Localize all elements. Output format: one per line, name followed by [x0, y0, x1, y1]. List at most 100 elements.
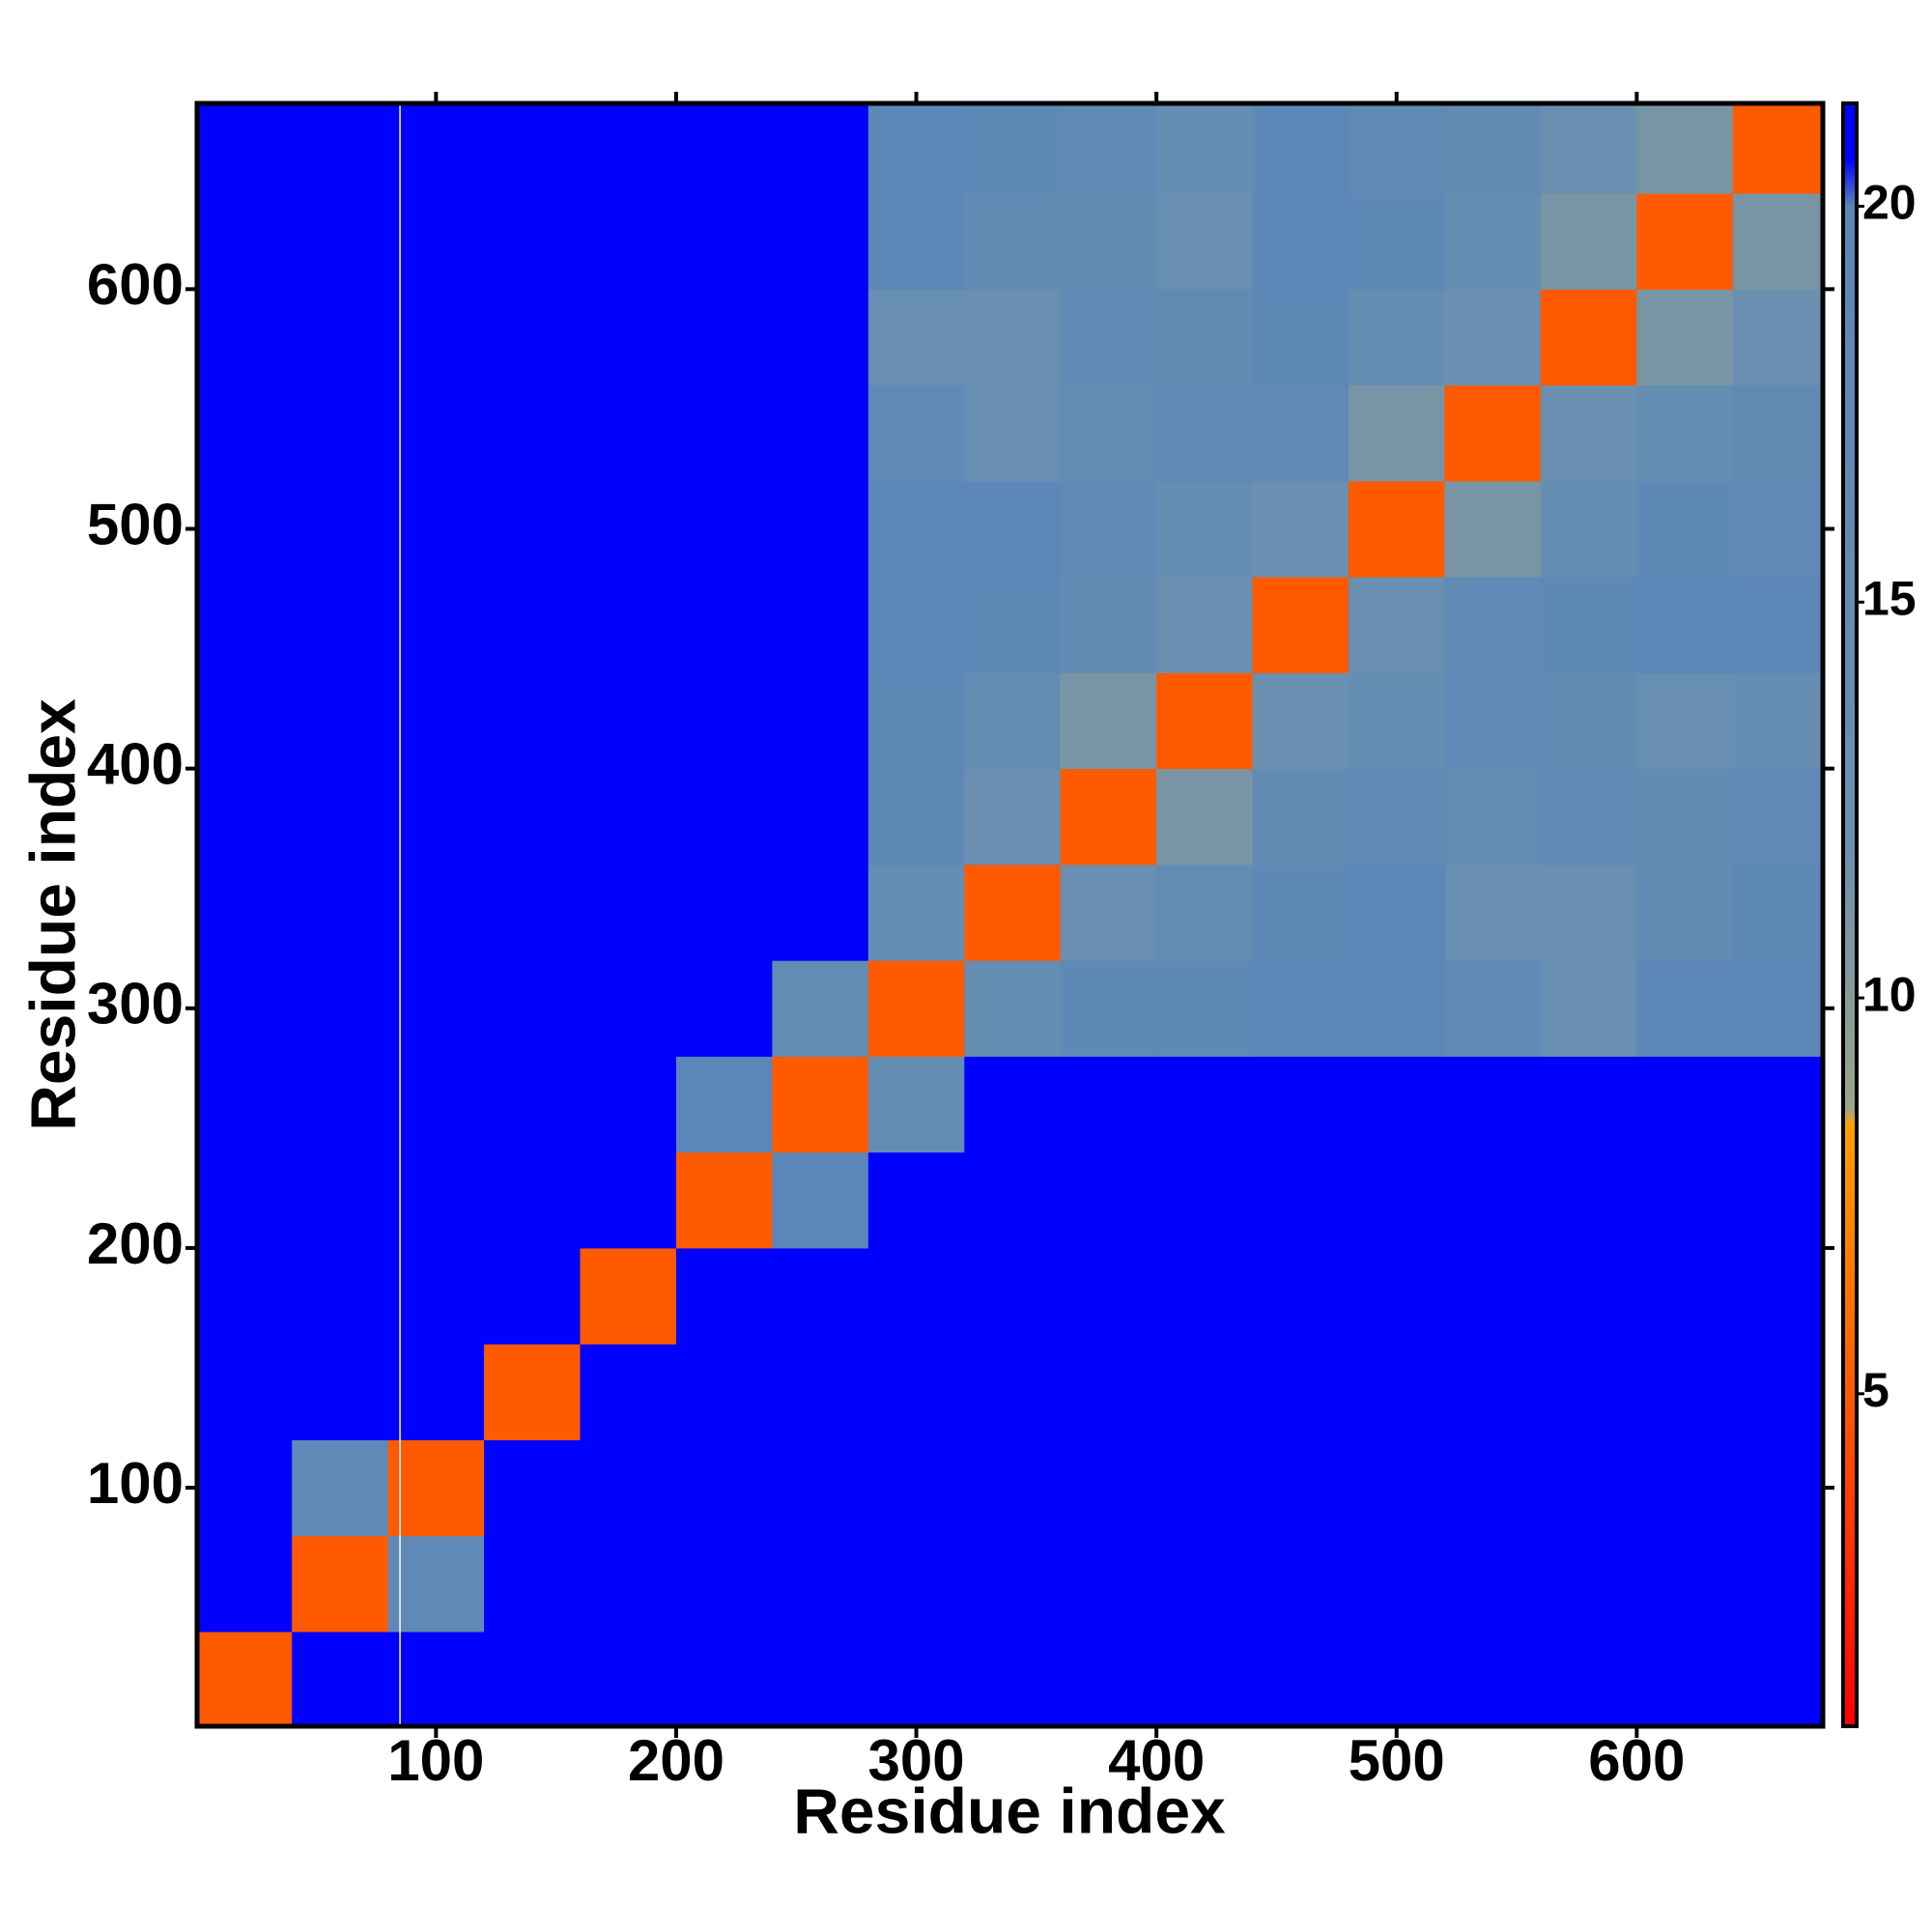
heatmap-cell [1252, 1151, 1350, 1249]
heatmap-cell [1732, 1344, 1823, 1440]
heatmap-cell [1060, 1344, 1157, 1440]
colorbar-tick-label: 15 [1862, 571, 1917, 625]
heatmap-cell [1732, 960, 1823, 1057]
heatmap-cell [387, 193, 485, 290]
heatmap-cell [772, 1344, 869, 1440]
heatmap-cell [1349, 480, 1445, 578]
heatmap-cell [484, 103, 582, 194]
heatmap-cell [484, 193, 582, 290]
heatmap [197, 103, 1823, 1726]
heatmap-cell [387, 1151, 485, 1249]
heatmap-cell [484, 1344, 582, 1440]
heatmap-cell [1540, 384, 1637, 482]
heatmap-cell [292, 1056, 389, 1153]
heatmap-cell [197, 1535, 293, 1633]
plot-frame [194, 100, 1826, 1729]
heatmap-cell [292, 1247, 389, 1345]
heatmap-cell [1349, 960, 1445, 1057]
heatmap-cell [1252, 1056, 1350, 1153]
heatmap-cell [964, 768, 1062, 866]
heatmap-cell [1540, 193, 1637, 290]
heatmap-cell [484, 1056, 582, 1153]
heatmap-cell [1349, 289, 1445, 386]
heatmap-cell [1060, 480, 1157, 578]
heatmap-cell [1636, 577, 1734, 673]
heatmap-cell [1444, 1631, 1542, 1726]
heatmap-cell [580, 193, 677, 290]
heatmap-cell [292, 1631, 389, 1726]
heatmap-cell [772, 1631, 869, 1726]
heatmap-cell [964, 289, 1062, 386]
heatmap-cell [1060, 1151, 1157, 1249]
heatmap-cell [772, 960, 869, 1057]
heatmap-cell [484, 289, 582, 386]
heatmap-cell [1349, 103, 1445, 194]
heatmap-cell [1156, 480, 1254, 578]
heatmap-cell [675, 768, 773, 866]
heatmap-cell [1252, 480, 1350, 578]
y-tick-label: 500 [87, 492, 184, 556]
heatmap-cell [1349, 672, 1445, 770]
heatmap-cell [484, 960, 582, 1057]
heatmap-cell [675, 289, 773, 386]
y-tick-label: 200 [87, 1211, 184, 1276]
heatmap-cell [1732, 577, 1823, 673]
heatmap-cell [1060, 193, 1157, 290]
heatmap-cell [197, 1439, 293, 1537]
heatmap-cell [1156, 1247, 1254, 1345]
heatmap-cell [964, 960, 1062, 1057]
heatmap-cell [1156, 1439, 1254, 1537]
heatmap-cell [1060, 960, 1157, 1057]
x-tick-label: 500 [1349, 1728, 1445, 1793]
heatmap-cell [772, 289, 869, 386]
heatmap-cell [772, 1439, 869, 1537]
heatmap-cell [1636, 289, 1734, 386]
heatmap-cell [1732, 193, 1823, 290]
heatmap-cell [387, 1247, 485, 1345]
heatmap-cell [484, 384, 582, 482]
heatmap-cell [580, 1535, 677, 1633]
x-tick-label: 200 [628, 1728, 724, 1793]
heatmap-cell [1060, 1247, 1157, 1345]
heatmap-cell [675, 1631, 773, 1726]
heatmap-cell [1540, 672, 1637, 770]
heatmap-cell [197, 768, 293, 866]
heatmap-cell [1636, 864, 1734, 961]
heatmap-cell [1444, 768, 1542, 866]
heatmap-cell [1540, 960, 1637, 1057]
heatmap-cell [292, 1344, 389, 1440]
heatmap-cell [580, 384, 677, 482]
heatmap-cell [1349, 768, 1445, 866]
heatmap-cell [772, 672, 869, 770]
heatmap-cell [1252, 1439, 1350, 1537]
heatmap-cell [1540, 1439, 1637, 1537]
heatmap-cell [867, 768, 965, 866]
heatmap-cell [1156, 1056, 1254, 1153]
heatmap-cell [1060, 384, 1157, 482]
heatmap-cell [772, 864, 869, 961]
heatmap-cell [772, 1056, 869, 1153]
heatmap-cell [387, 1535, 485, 1633]
heatmap-cell [772, 1535, 869, 1633]
heatmap-cell [867, 193, 965, 290]
heatmap-cell [580, 1056, 677, 1153]
heatmap-cell [1444, 1439, 1542, 1537]
heatmap-cell [484, 1535, 582, 1633]
heatmap-cell [1636, 480, 1734, 578]
heatmap-cell [197, 1151, 293, 1249]
heatmap-cell [1732, 289, 1823, 386]
heatmap-cell [1636, 103, 1734, 194]
heatmap-cell [1732, 864, 1823, 961]
heatmap-cell [964, 1535, 1062, 1633]
heatmap-cell [292, 768, 389, 866]
heatmap-cell [964, 103, 1062, 194]
heatmap-cell [1349, 1439, 1445, 1537]
x-tick-label: 400 [1108, 1728, 1205, 1793]
heatmap-cell [197, 1056, 293, 1153]
heatmap-cell [772, 193, 869, 290]
heatmap-cell [1636, 1439, 1734, 1537]
heatmap-cell [675, 1056, 773, 1153]
heatmap-cell [1060, 1631, 1157, 1726]
heatmap-cell [1156, 289, 1254, 386]
heatmap-cell [964, 1247, 1062, 1345]
